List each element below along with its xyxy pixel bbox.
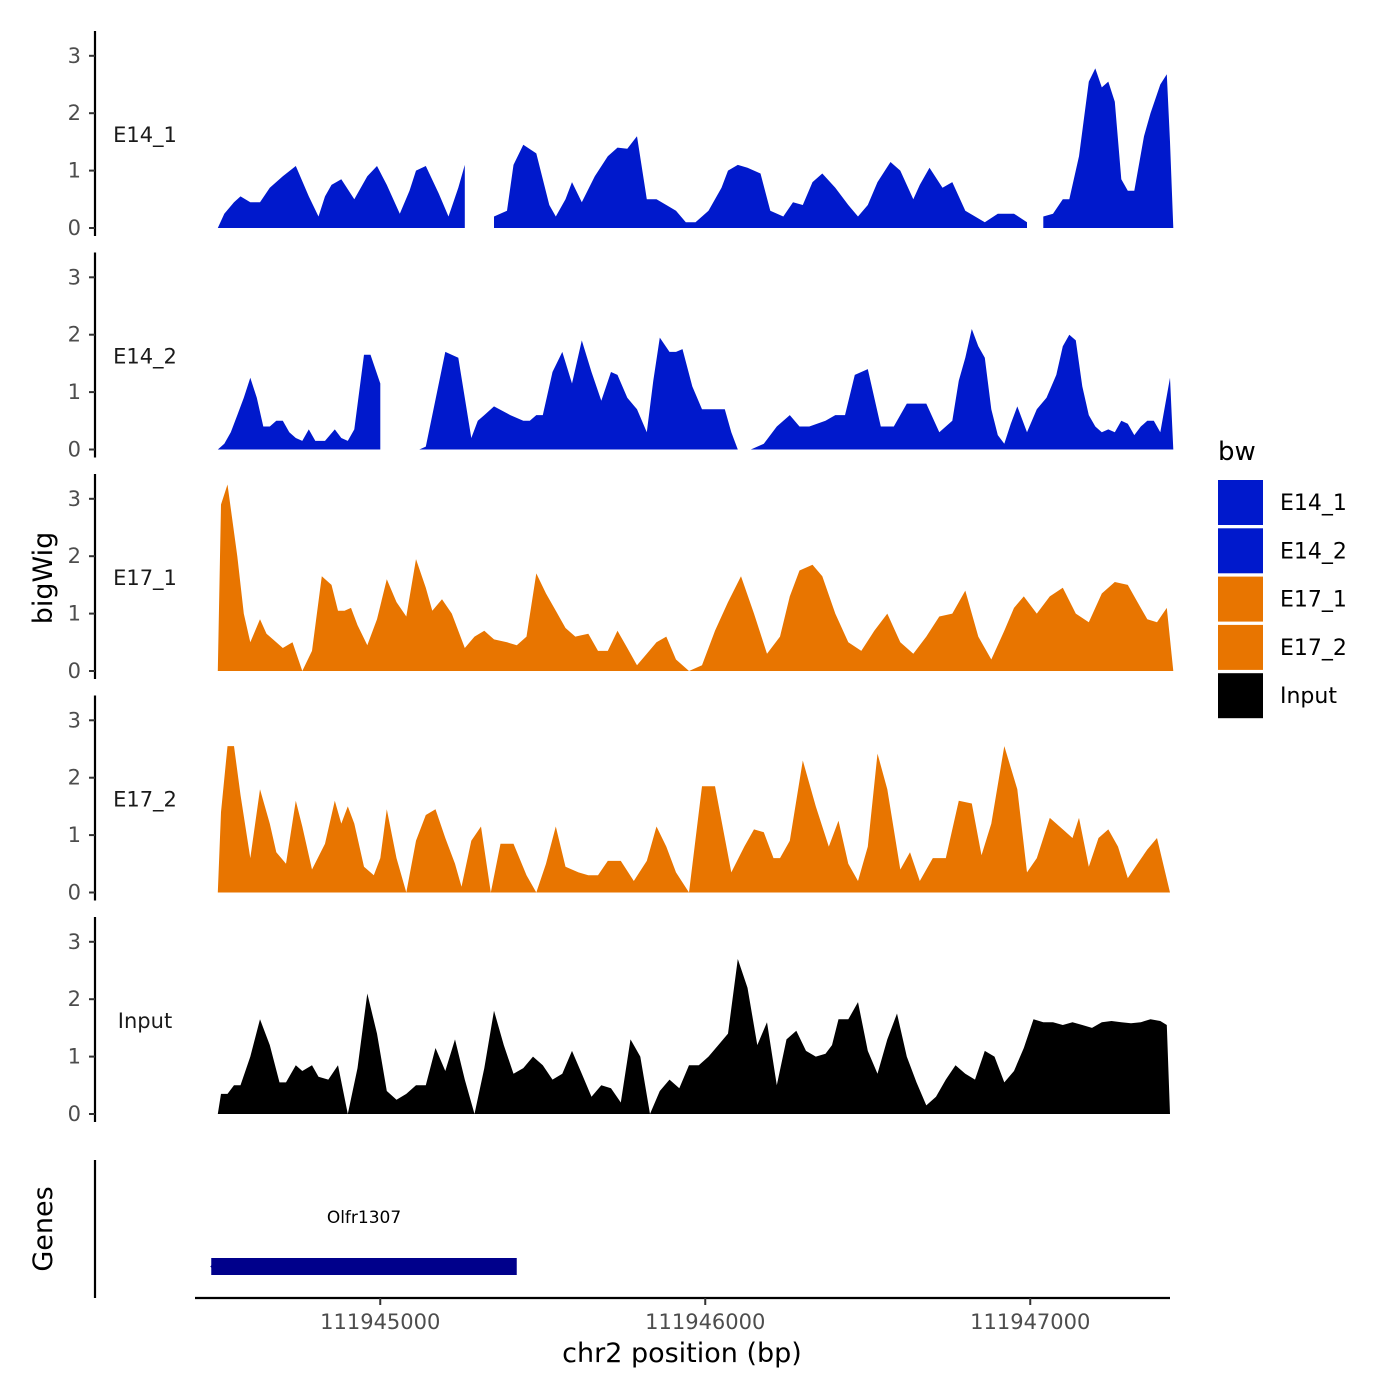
coverage-area-E14_2 [412,329,1174,450]
track-label: Input [118,1009,172,1033]
y-tick-label: 3 [68,708,81,732]
y-tick-label: 0 [68,659,81,683]
track-label: E14_1 [113,123,177,148]
coverage-area-E17_1 [217,484,1174,671]
legend-swatch-E17_2 [1218,624,1263,670]
legend-swatch-Input [1218,673,1263,719]
x-axis: 111945000 111946000 111947000 [195,1296,1170,1334]
legend-swatch-E17_1 [1218,576,1263,622]
y-tick-label: 2 [68,766,81,790]
y-tick-label: 0 [68,438,81,462]
track-panel-E17_2: 0 1 2 3 E17_2 [68,695,1171,905]
track-panel-E14_1: 0 1 2 3 E14_1 [68,31,1174,240]
y-tick-label: 1 [68,380,81,404]
x-tick-label: 111946000 [645,1310,765,1334]
y-tick-label: 3 [68,487,81,511]
y-tick-label: 3 [68,930,81,954]
legend-label: E17_1 [1280,588,1347,613]
legend-label: E17_2 [1280,636,1347,661]
y-tick-label: 0 [68,216,81,240]
legend: bw E14_1 E14_2 E17_1 E17_2 Input [1218,437,1347,719]
legend-swatch-E14_1 [1218,480,1263,525]
y-tick-label: 2 [68,987,81,1011]
coverage-area-E14_1 [1043,68,1174,229]
gene-track: Olfr1307 [93,1160,517,1298]
y-axis-title: bigWig [28,532,59,625]
legend-label: E14_2 [1280,539,1347,564]
y-tick-label: 2 [68,101,81,125]
legend-label: E14_1 [1280,491,1347,516]
x-axis-title: chr2 position (bp) [562,1338,802,1369]
gene-body-Olfr1307 [211,1258,517,1275]
gene-track-title: Genes [28,1186,59,1271]
coverage-area-E14_1 [494,136,1027,228]
track-panel-Input: 0 1 2 3 Input [68,917,1171,1126]
track-panels: 0 1 2 3 E14_1 0 1 2 3 E14_2 0 1 2 3 E17_1 0 1 2 3 E17_2 0 1 2 3… [68,31,1174,1126]
coverage-area-E14_1 [217,164,465,228]
track-panel-E17_1: 0 1 2 3 E17_1 [68,474,1174,683]
track-label: E17_2 [113,788,177,813]
track-panel-E14_2: 0 1 2 3 E14_2 [68,252,1174,462]
y-tick-label: 3 [68,44,81,68]
legend-title: bw [1218,437,1256,467]
y-tick-label: 3 [68,265,81,289]
y-tick-label: 1 [68,1045,81,1069]
legend-swatch-E14_2 [1218,528,1263,574]
track-label: E17_1 [113,566,177,591]
gene-strand-arrow [210,1260,218,1273]
y-tick-label: 1 [68,823,81,847]
coverage-area-Input [217,959,1171,1114]
legend-label: Input [1280,684,1337,709]
y-tick-label: 2 [68,544,81,568]
track-label: E14_2 [113,345,177,370]
coverage-area-E14_2 [217,354,381,450]
gene-label: Olfr1307 [327,1208,401,1228]
y-tick-label: 2 [68,323,81,347]
coverage-area-E17_2 [217,746,1171,893]
y-tick-label: 0 [68,881,81,905]
x-tick-label: 111945000 [320,1310,440,1334]
y-tick-label: 0 [68,1102,81,1126]
y-tick-label: 1 [68,159,81,183]
y-tick-label: 1 [68,602,81,626]
x-tick-label: 111947000 [970,1310,1090,1334]
